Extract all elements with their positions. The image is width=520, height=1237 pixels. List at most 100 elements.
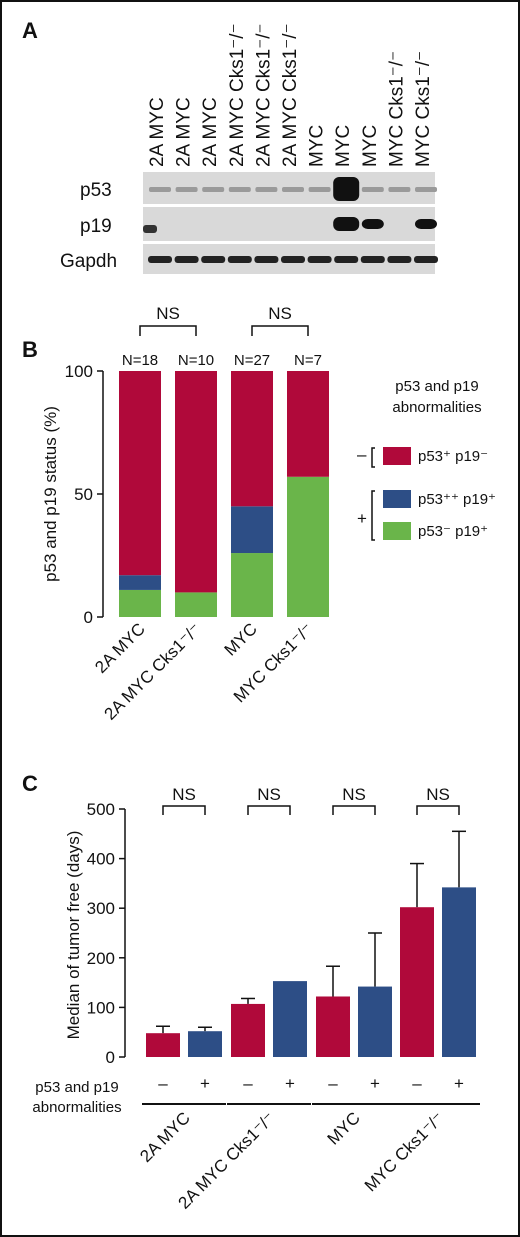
- panel-c-bar: [442, 887, 476, 1057]
- panel-c-status-sign: +: [285, 1074, 295, 1093]
- blot-band-gapdh: [148, 256, 172, 263]
- blot-band-p53: [202, 187, 225, 192]
- panel-c-significance-label: NS: [342, 785, 366, 804]
- panel-c-significance-bracket: [416, 805, 460, 815]
- blot-lane-label: 2A MYC: [174, 97, 195, 167]
- panel-c-group-label: MYC: [324, 1108, 364, 1148]
- blot-band-p53: [228, 187, 251, 192]
- blot-band-gapdh: [334, 256, 359, 263]
- panel-c-status-sign: –: [243, 1074, 253, 1093]
- panel-b-letter: B: [22, 337, 38, 362]
- panel-c-y-tick-label: 400: [87, 850, 115, 869]
- blot-lane-label: 2A MYC Cks1⁻/⁻: [227, 23, 248, 167]
- panel-b-bar-segment: [119, 589, 161, 617]
- blot-band-strong: [361, 219, 384, 229]
- blot-band-strong: [415, 219, 437, 229]
- blot-band-p53: [361, 187, 384, 192]
- panel-c-group-label: 2A MYC: [136, 1108, 194, 1166]
- panel-c-bar: [273, 981, 307, 1057]
- panel-c-y-tick-label: 100: [87, 998, 115, 1017]
- blot-row-label: p53: [80, 180, 112, 201]
- blot-row-label: p19: [80, 216, 112, 237]
- panel-b-n-label: N=27: [234, 352, 270, 369]
- panel-b-legend-bracket: [371, 490, 375, 541]
- panel-c-bar: [231, 1003, 265, 1057]
- blot-band-p53: [282, 187, 304, 192]
- panel-b-bar-segment: [287, 371, 329, 477]
- blot-band-gapdh: [414, 256, 438, 263]
- blot-band-gapdh: [174, 256, 199, 263]
- panel-b-legend-label: p53⁺ p19⁻: [418, 448, 488, 465]
- panel-c-bar: [316, 996, 350, 1057]
- panel-b-n-label: N=18: [122, 352, 158, 369]
- panel-c-status-sign: +: [454, 1074, 464, 1093]
- panel-c-y-tick-label: 300: [87, 899, 115, 918]
- panel-b-bar-segment: [175, 592, 217, 617]
- panel-b-n-label: N=7: [294, 352, 322, 369]
- blot-row-label: Gapdh: [60, 251, 117, 272]
- panel-c-group-label: MYC Cks1⁻/⁻: [361, 1108, 448, 1195]
- panel-b-legend-minus: –: [357, 445, 367, 464]
- panel-c-significance-label: NS: [426, 785, 450, 804]
- panel-c-status-sign: –: [158, 1074, 168, 1093]
- panel-c-status-row-label: p53 and p19: [35, 1079, 118, 1096]
- panel-c-status-sign: +: [370, 1074, 380, 1093]
- panel-b-bar-segment: [287, 476, 329, 617]
- panel-c-significance-label: NS: [172, 785, 196, 804]
- panel-b-bar-segment: [175, 371, 217, 593]
- panel-b-bar-segment: [231, 506, 273, 554]
- panel-c-bar: [146, 1033, 180, 1057]
- blot-band-strong: [333, 177, 360, 201]
- panel-b-bar-segment: [231, 553, 273, 617]
- blot-band-gapdh: [201, 256, 226, 263]
- blot-lane-label: MYC Cks1⁻/⁻: [413, 51, 434, 167]
- panel-c-y-tick-label: 0: [106, 1048, 115, 1067]
- panel-b-y-tick-label: 100: [65, 362, 93, 381]
- panel-c-significance-label: NS: [257, 785, 281, 804]
- panel-a-letter: A: [22, 18, 38, 43]
- panel-b-legend-title: p53 and p19: [395, 378, 478, 395]
- blot-band-gapdh: [387, 256, 412, 263]
- panel-c-y-tick-label: 200: [87, 949, 115, 968]
- panel-c-significance-bracket: [332, 805, 376, 815]
- panel-c-status-sign: –: [328, 1074, 338, 1093]
- panel-b-bar-segment: [119, 575, 161, 590]
- panel-c-significance-bracket: [247, 805, 291, 815]
- blot-band-gapdh: [227, 256, 252, 263]
- panel-c-bar: [188, 1031, 222, 1057]
- panel-b-significance-bracket: [251, 325, 309, 336]
- blot-band-strong: [333, 217, 360, 231]
- panel-b-significance-label: NS: [156, 304, 180, 323]
- panel-b-y-tick-label: 0: [84, 608, 93, 627]
- panel-c-bar: [358, 986, 392, 1057]
- panel-b-category-label: 2A MYC: [91, 619, 149, 677]
- panel-b-legend-plus: +: [357, 509, 367, 528]
- blot-band-p53: [149, 187, 171, 192]
- blot-band-p53: [255, 187, 278, 192]
- panel-b-n-label: N=10: [178, 352, 214, 369]
- panel-b-bar-segment: [231, 371, 273, 507]
- blot-strip: [143, 207, 435, 241]
- blot-band-p19: [143, 225, 157, 233]
- panel-b-category-label: MYC: [221, 619, 261, 659]
- panel-c-status-sign: –: [412, 1074, 422, 1093]
- panel-b-significance-label: NS: [268, 304, 292, 323]
- blot-band-p53: [308, 187, 331, 192]
- panel-b-legend-swatch: [383, 490, 411, 508]
- panel-c-y-label: Median of tumor free (days): [64, 831, 83, 1040]
- blot-band-gapdh: [281, 256, 305, 263]
- panel-b-legend-title: abnormalities: [392, 399, 481, 416]
- panel-b-legend-bracket: [371, 447, 375, 468]
- panel-c-status-row-label: abnormalities: [32, 1099, 121, 1116]
- blot-lane-label: 2A MYC Cks1⁻/⁻: [253, 23, 274, 167]
- panel-b-significance-bracket: [139, 325, 197, 336]
- blot-band-p53: [175, 187, 198, 192]
- panel-c-status-sign: +: [200, 1074, 210, 1093]
- blot-band-gapdh: [307, 256, 332, 263]
- blot-lane-label: 2A MYC Cks1⁻/⁻: [280, 23, 301, 167]
- blot-band-p53: [388, 187, 411, 192]
- panel-b-legend-swatch: [383, 447, 411, 465]
- panel-b-legend-swatch: [383, 522, 411, 540]
- panel-c-y-tick-label: 500: [87, 800, 115, 819]
